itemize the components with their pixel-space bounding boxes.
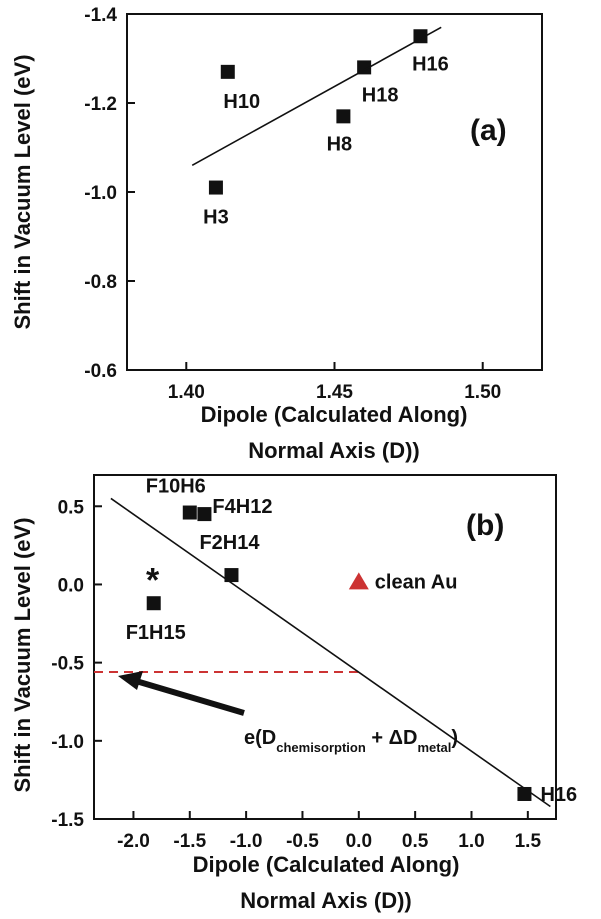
point-label-f1h15: F1H15: [126, 622, 186, 644]
y-tick-label: 0.5: [58, 497, 85, 518]
panel-a-xlabel-line1: Dipole (Calculated Along): [201, 402, 468, 427]
data-point-f2h14: [224, 568, 239, 583]
y-tick-label: -1.0: [84, 183, 117, 204]
y-tick-label: -1.5: [51, 810, 84, 831]
y-tick-label: -0.5: [51, 654, 84, 675]
panel-b: -2.0 -1.5 -1.0 -0.5 0.0 0.5 1.0 1.5 0.5 0.0 -0.5 -1…: [10, 474, 577, 913]
point-label-h3: H3: [203, 207, 229, 229]
x-tick-label: -2.0: [117, 831, 150, 852]
point-label-h10: H10: [223, 91, 260, 113]
data-point-h3: [208, 180, 223, 195]
panel-b-asterisk: *: [146, 562, 160, 600]
data-point-f10h6: [182, 505, 197, 520]
annotation-sub2: metal: [417, 740, 451, 755]
panel-b-ticks: -2.0 -1.5 -1.0 -0.5 0.0 0.5 1.0 1.5 0.5 0.0 -0.5 -1…: [51, 497, 541, 852]
y-tick-label: -1.2: [84, 94, 117, 115]
x-tick-label: -1.0: [230, 831, 263, 852]
x-tick-label: 1.50: [464, 382, 501, 403]
x-tick-label: 1.0: [458, 831, 484, 852]
panel-a-fit-line: [191, 26, 442, 166]
panel-b-annotation: e(Dchemisorption + ΔDmetal): [244, 727, 458, 755]
y-tick-label: 0.0: [58, 575, 84, 596]
x-tick-label: 1.40: [168, 382, 205, 403]
annotation-middle: + ΔD: [366, 727, 418, 749]
panel-a-ylabel: Shift in Vacuum Level (eV): [10, 54, 35, 329]
point-label-f4h12: F4H12: [212, 496, 272, 518]
panel-a: 1.40 1.45 1.50 -1.4 -1.2 -1.0 -0.8 -0.6 H10 H3 H8…: [10, 5, 543, 463]
panel-b-points: F10H6 F4H12 F2H14 F1H15 H16: [126, 476, 577, 806]
point-label-h18: H18: [362, 84, 399, 106]
panel-b-clean-au-label: clean Au: [375, 571, 458, 593]
data-point-f4h12: [197, 507, 212, 522]
point-label-h8: H8: [327, 133, 353, 155]
x-tick-label: 1.45: [316, 382, 353, 403]
annotation-suffix: ): [451, 727, 458, 749]
point-label-f10h6: F10H6: [146, 476, 206, 498]
point-label-h16: H16: [412, 53, 449, 75]
x-tick-label: -0.5: [286, 831, 319, 852]
panel-a-xlabel-line2: Normal Axis (D)): [248, 438, 420, 463]
panel-b-annotation-arrow: [118, 671, 245, 716]
x-tick-label: 1.5: [515, 831, 542, 852]
panel-b-clean-au-marker: [348, 572, 369, 590]
data-point-h16: [517, 786, 532, 801]
panel-a-plot-frame: [126, 13, 543, 371]
y-tick-label: -0.6: [84, 361, 117, 382]
panel-b-xlabel-line2: Normal Axis (D)): [240, 888, 412, 913]
panel-b-xlabel-line1: Dipole (Calculated Along): [193, 852, 460, 877]
data-point-h18: [357, 60, 372, 75]
data-point-h8: [336, 109, 351, 124]
point-label-f2h14: F2H14: [199, 532, 260, 554]
x-tick-label: 0.0: [346, 831, 372, 852]
data-point-f1h15: [146, 596, 161, 611]
panel-a-label: (a): [470, 114, 507, 147]
data-point-h10: [220, 64, 235, 79]
y-tick-label: -1.0: [51, 732, 84, 753]
panel-b-ylabel: Shift in Vacuum Level (eV): [10, 517, 35, 792]
x-tick-label: -1.5: [173, 831, 206, 852]
y-tick-label: -0.8: [84, 272, 117, 293]
x-tick-label: 0.5: [402, 831, 429, 852]
data-point-h16: [413, 29, 428, 44]
panel-b-fit-line: [110, 497, 551, 808]
panel-b-label: (b): [466, 509, 504, 542]
panel-a-points: H10 H3 H8 H18 H16: [203, 29, 449, 229]
panel-b-plot-frame: [93, 474, 557, 820]
y-tick-label: -1.4: [84, 5, 117, 26]
point-label-h16: H16: [540, 784, 577, 806]
annotation-prefix: e(D: [244, 727, 276, 749]
annotation-sub1: chemisorption: [276, 740, 366, 755]
panel-a-ticks: 1.40 1.45 1.50 -1.4 -1.2 -1.0 -0.8 -0.6: [84, 5, 501, 403]
